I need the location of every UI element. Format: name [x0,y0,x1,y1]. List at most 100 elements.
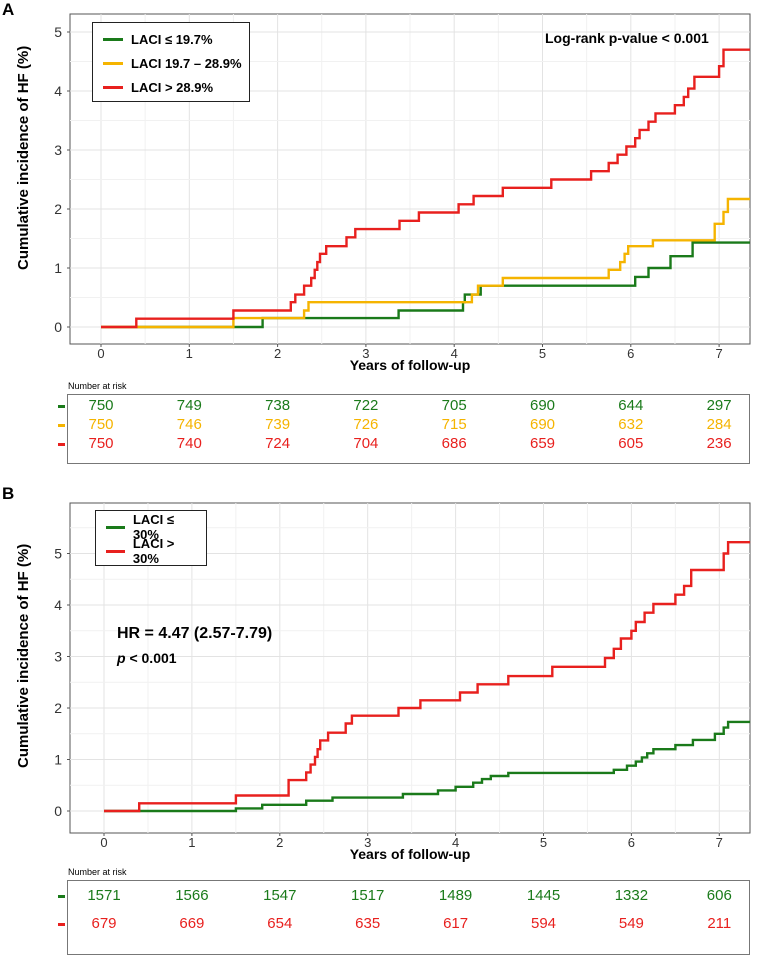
risk-cell: 1517 [351,887,385,904]
y-tick-label: 0 [54,803,62,819]
legend-item-b-2: LACI > 30% [102,536,200,566]
legend-item-a-2: LACI 19.7 – 28.9% [99,51,243,75]
risk-cell: 750 [88,435,114,452]
risk-cell: 690 [529,397,556,414]
risk-cell: 739 [265,416,291,433]
series-lines-b [104,541,751,813]
risk-row-marker [58,424,65,427]
risk-cell: 750 [88,397,114,414]
gridlines-a [70,14,750,344]
legend-label-b-1: LACI ≤ 30% [132,512,175,542]
risk-cell: 211 [707,915,732,932]
y-tick-label: 4 [54,83,62,99]
panel-label-a: A [2,0,15,19]
chart-b: 0 1 2 3 4 5 6 7 0 1 2 3 4 5 [54,502,751,851]
x-axis-label-a: Years of follow-up [349,357,471,373]
y-tick-label: 1 [54,752,62,768]
risk-cell: 617 [443,915,469,932]
risk-cell: 632 [618,416,644,433]
series-lines-a [101,48,750,329]
risk-cell: 715 [441,416,467,433]
legend-swatch-a-3 [103,85,123,89]
x-axis-label-b: Years of follow-up [349,846,471,862]
y-tick-label: 0 [54,319,62,335]
series-line-1 [101,241,750,329]
series-line-2 [101,197,750,329]
legend-item-a-1: LACI ≤ 19.7% [99,27,243,51]
risk-cell: 284 [706,416,732,433]
risk-cell: 746 [176,416,202,433]
legend-label-b-2: LACI > 30% [132,536,175,566]
risk-cell: 740 [176,435,202,452]
risk-cell: 1571 [87,887,121,904]
y-tick-label: 1 [54,260,62,276]
x-tick-label: 7 [715,346,722,361]
legend-label-a-2: LACI 19.7 – 28.9% [131,55,242,71]
x-tick-label: 7 [716,835,723,850]
x-tick-label: 3 [364,835,371,850]
risk-table-a [67,394,750,464]
x-tick-label: 4 [451,346,458,361]
panel-label-b: B [2,484,15,503]
tick-labels-b: 0 1 2 3 4 5 6 7 0 1 2 3 4 5 [54,546,723,851]
risk-cell: 594 [530,915,557,932]
risk-cell: 1566 [175,887,209,904]
series-line-2 [104,541,751,813]
risk-cell: 705 [441,397,467,414]
risk-cell: 724 [265,435,291,452]
hazard-ratio-annotation: HR = 4.47 (2.57-7.79) [117,625,273,642]
risk-cell: 738 [265,397,291,414]
risk-cell: 749 [176,397,202,414]
risk-cell: 635 [355,915,381,932]
legend-a: LACI ≤ 19.7% LACI 19.7 – 28.9% LACI > 28… [92,22,250,102]
series-line-3 [101,48,750,329]
y-tick-label: 5 [54,24,62,40]
risk-cell: 726 [353,416,379,433]
x-tick-label: 1 [186,346,193,361]
risk-cell: 549 [618,915,644,932]
risk-cell: 297 [706,397,732,414]
risk-table-title-b: Number at risk [68,867,127,877]
risk-cell: 722 [353,397,379,414]
log-rank-annotation: Log-rank p-value < 0.001 [545,30,709,46]
legend-label-a-1: LACI ≤ 19.7% [131,31,213,47]
risk-cell: 750 [88,416,114,433]
x-tick-label: 0 [97,346,104,361]
legend-b: LACI ≤ 30% LACI > 30% [95,510,207,566]
x-tick-label: 4 [452,835,459,850]
risk-cell: 1547 [263,887,297,904]
risk-cell: 679 [91,915,117,932]
risk-cell: 690 [529,416,556,433]
risk-cell: 654 [267,915,293,932]
x-tick-label: 5 [540,835,547,850]
risk-row-marker [58,443,65,446]
legend-swatch-b-1 [106,525,125,529]
legend-swatch-a-2 [103,61,123,65]
risk-cell: 605 [618,435,644,452]
risk-cell: 1445 [526,887,561,904]
x-tick-label: 3 [362,346,369,361]
x-tick-label: 5 [539,346,546,361]
risk-table-title-a: Number at risk [68,381,127,391]
risk-cell: 1489 [438,887,473,904]
risk-cell: 1332 [614,887,649,904]
x-tick-label: 6 [628,835,635,850]
risk-cell: 606 [706,887,732,904]
risk-cell: 704 [353,435,379,452]
y-tick-label: 2 [54,700,62,716]
risk-cell: 644 [618,397,644,414]
risk-cell: 686 [441,435,467,452]
p-value-symbol: p [117,650,126,666]
y-tick-label: 5 [54,546,62,562]
x-tick-label: 0 [100,835,107,850]
x-tick-label: 2 [274,346,281,361]
legend-item-b-1: LACI ≤ 30% [102,512,200,542]
x-tick-label: 1 [188,835,195,850]
p-value-annotation: p < 0.001 [117,650,177,666]
y-tick-label: 3 [54,142,62,158]
risk-cell: 659 [529,435,556,452]
tick-labels-a: 0 1 2 3 4 5 6 7 0 1 2 3 4 5 [54,24,723,361]
legend-swatch-a-1 [103,37,123,41]
y-tick-label: 4 [54,597,62,613]
legend-label-a-3: LACI > 28.9% [131,79,214,95]
